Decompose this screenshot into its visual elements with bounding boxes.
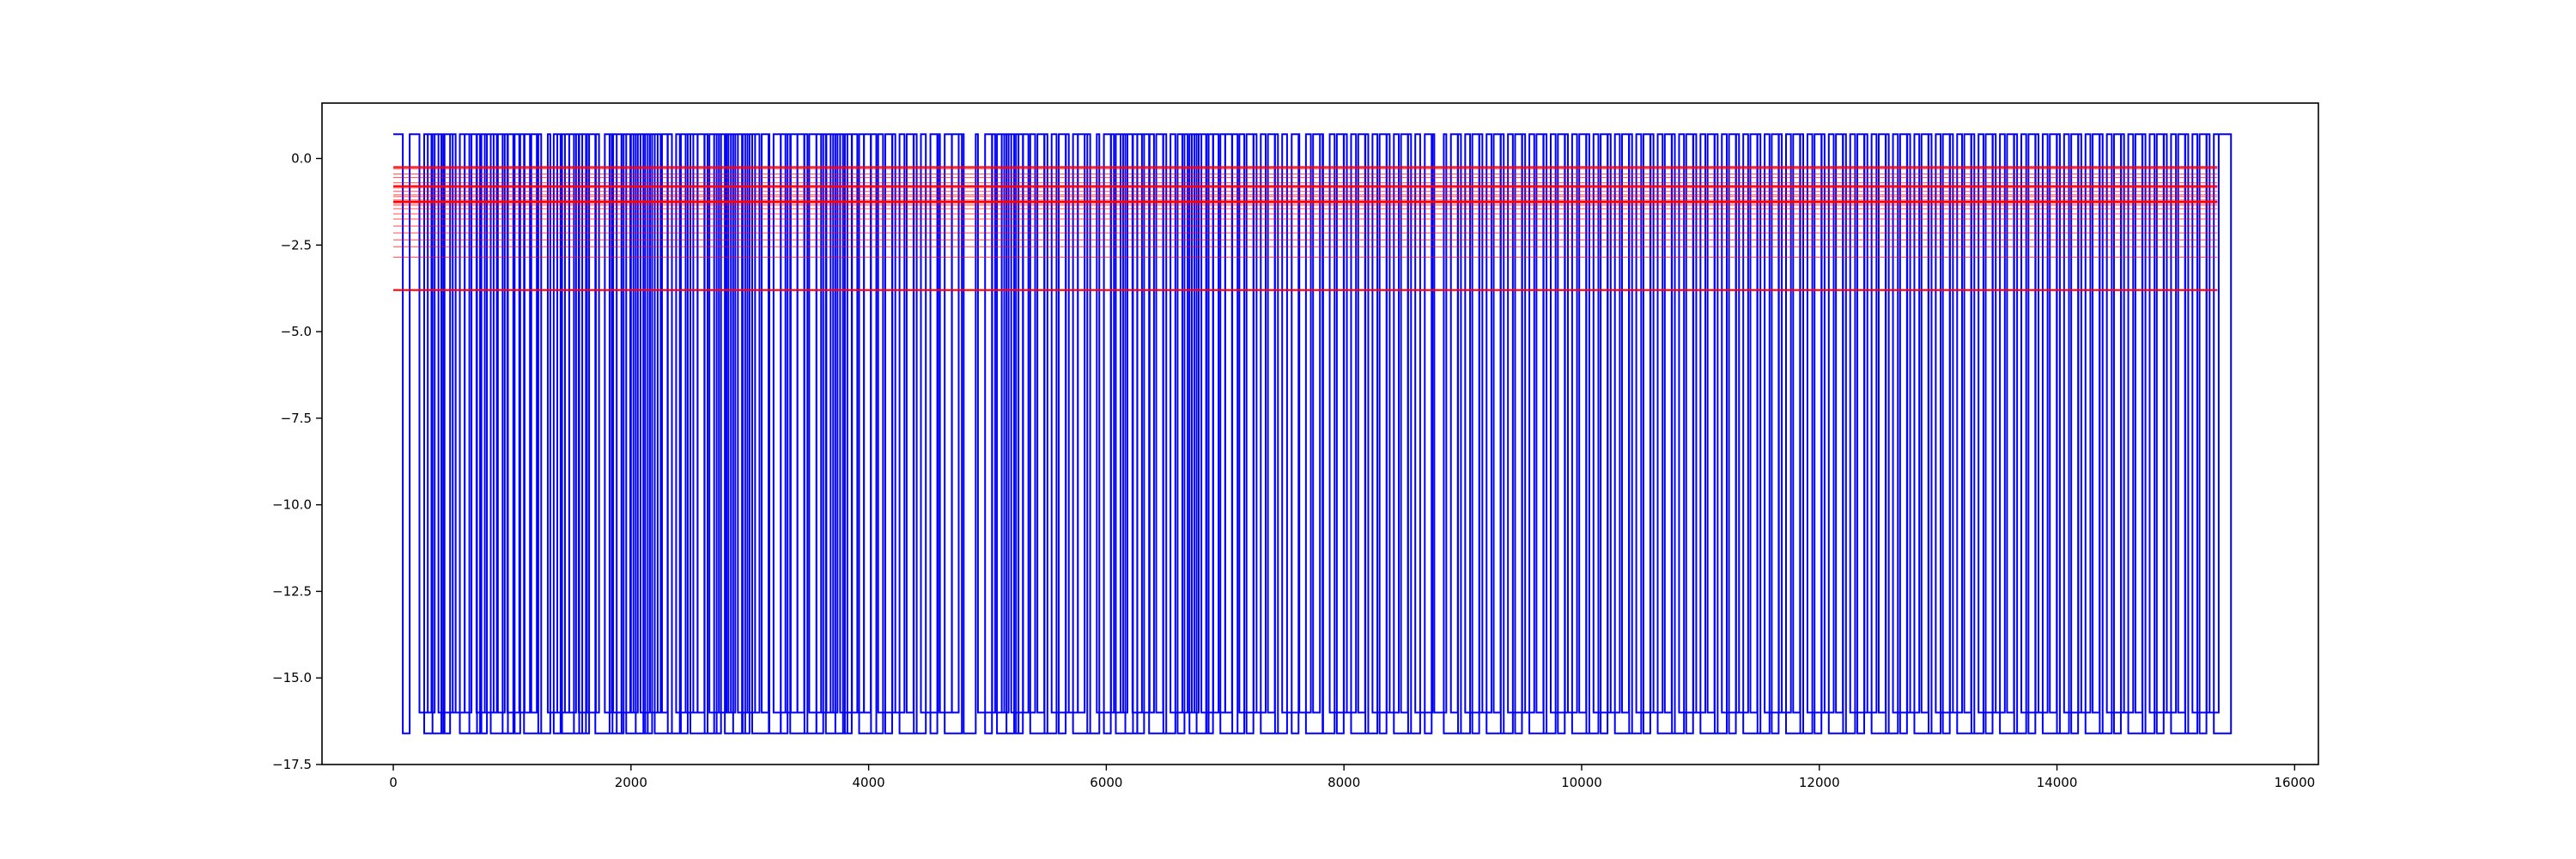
series-line-blue <box>393 133 2233 734</box>
series-layer <box>393 133 2233 734</box>
y-tick-label: −5.0 <box>281 324 312 339</box>
y-tick-label: −2.5 <box>281 237 312 253</box>
x-tick-label: 0 <box>389 775 398 790</box>
y-tick-label: −7.5 <box>281 411 312 426</box>
x-tick-label: 14000 <box>2037 775 2078 790</box>
x-axis-ticks: 0 2000 4000 6000 8000 10000 12000 14000 16000 <box>389 765 2315 790</box>
x-tick-label: 4000 <box>853 775 885 790</box>
y-tick-label: −12.5 <box>272 583 312 599</box>
x-tick-label: 12000 <box>1799 775 1840 790</box>
x-tick-label: 8000 <box>1327 775 1360 790</box>
y-tick-label: −15.0 <box>272 670 312 685</box>
y-axis-ticks: 0.0 −2.5 −5.0 −7.5 −10.0 −12.5 −15.0 −17.5 <box>272 151 322 772</box>
x-tick-label: 2000 <box>615 775 647 790</box>
y-tick-label: 0.0 <box>291 151 312 167</box>
y-tick-label: −17.5 <box>272 757 312 772</box>
x-tick-label: 6000 <box>1090 775 1122 790</box>
x-tick-label: 16000 <box>2274 775 2315 790</box>
axes-frame <box>321 102 2319 765</box>
x-tick-label: 10000 <box>1561 775 1602 790</box>
y-tick-label: −10.0 <box>272 497 312 513</box>
